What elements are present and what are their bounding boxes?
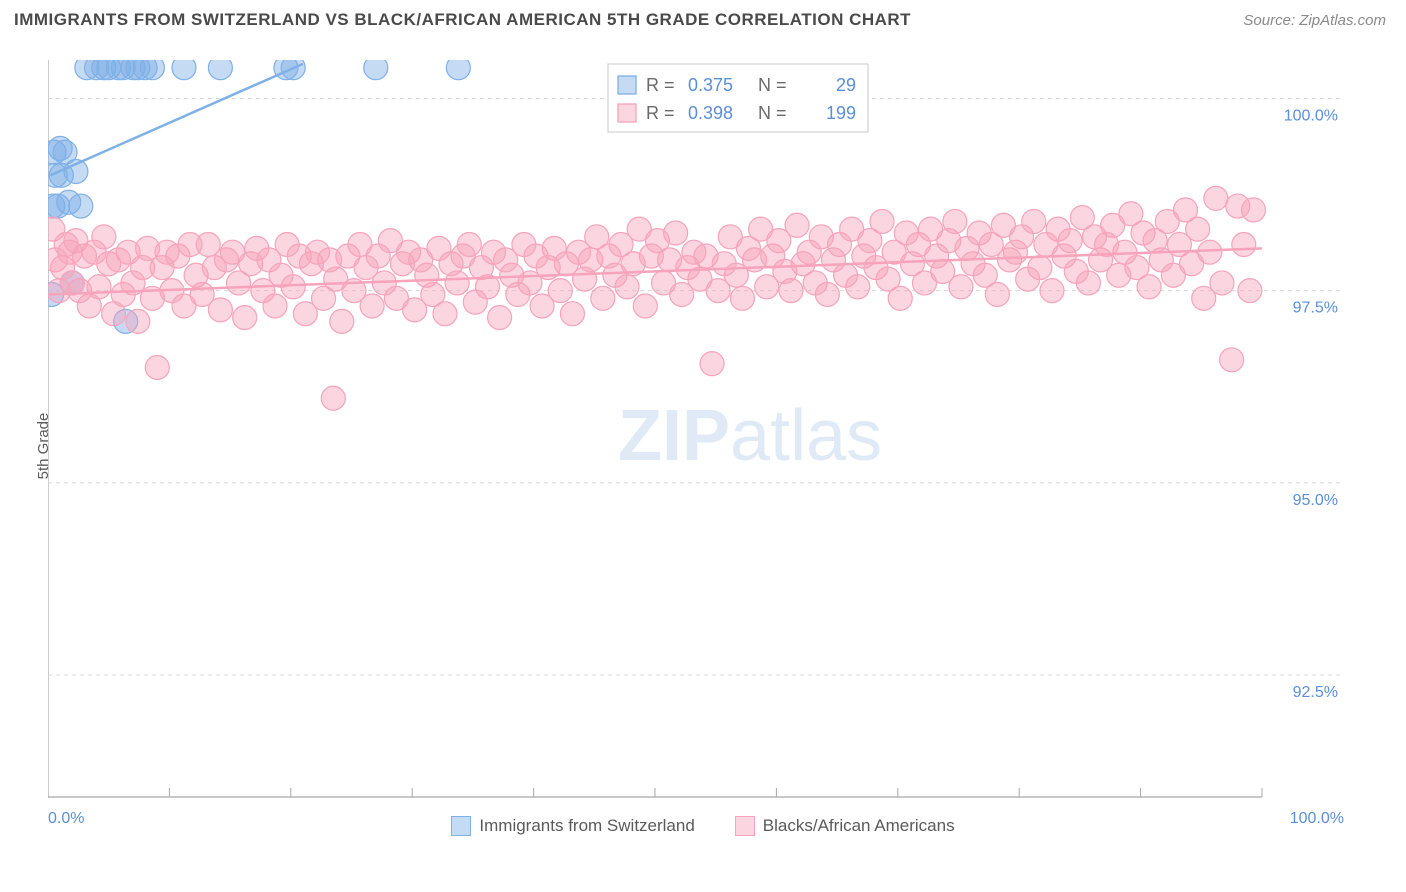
svg-text:97.5%: 97.5%: [1293, 300, 1338, 317]
svg-text:29: 29: [836, 75, 856, 95]
svg-text:N =: N =: [758, 103, 787, 123]
chart-area: 100.0% 97.5% 95.0% 92.5% ZIPatlas R = 0.375 N =…: [48, 60, 1344, 798]
legend-label: Blacks/African Americans: [763, 816, 955, 836]
svg-text:R =: R =: [646, 103, 675, 123]
svg-text:R =: R =: [646, 75, 675, 95]
bottom-legend: Immigrants from Switzerland Blacks/Africa…: [0, 816, 1406, 836]
source-label: Source:: [1243, 12, 1295, 29]
chart-title: IMMIGRANTS FROM SWITZERLAND VS BLACK/AFR…: [14, 10, 911, 30]
chart-source: Source: ZipAtlas.com: [1243, 12, 1386, 29]
svg-text:92.5%: 92.5%: [1293, 684, 1338, 701]
svg-text:199: 199: [826, 103, 856, 123]
svg-text:100.0%: 100.0%: [1284, 107, 1338, 124]
legend-label: Immigrants from Switzerland: [479, 816, 694, 836]
legend-item: Immigrants from Switzerland: [451, 816, 694, 836]
legend-item: Blacks/African Americans: [735, 816, 955, 836]
legend-swatch: [735, 816, 755, 836]
chart-header: IMMIGRANTS FROM SWITZERLAND VS BLACK/AFR…: [0, 0, 1406, 36]
svg-text:0.375: 0.375: [688, 75, 733, 95]
source-value: ZipAtlas.com: [1299, 12, 1386, 29]
svg-text:ZIPatlas: ZIPatlas: [618, 396, 882, 476]
legend-swatch: [451, 816, 471, 836]
svg-text:95.0%: 95.0%: [1293, 492, 1338, 509]
svg-text:0.398: 0.398: [688, 103, 733, 123]
svg-text:N =: N =: [758, 75, 787, 95]
scatter-chart-svg: 100.0% 97.5% 95.0% 92.5% ZIPatlas R = 0.375 N =…: [48, 60, 1344, 798]
